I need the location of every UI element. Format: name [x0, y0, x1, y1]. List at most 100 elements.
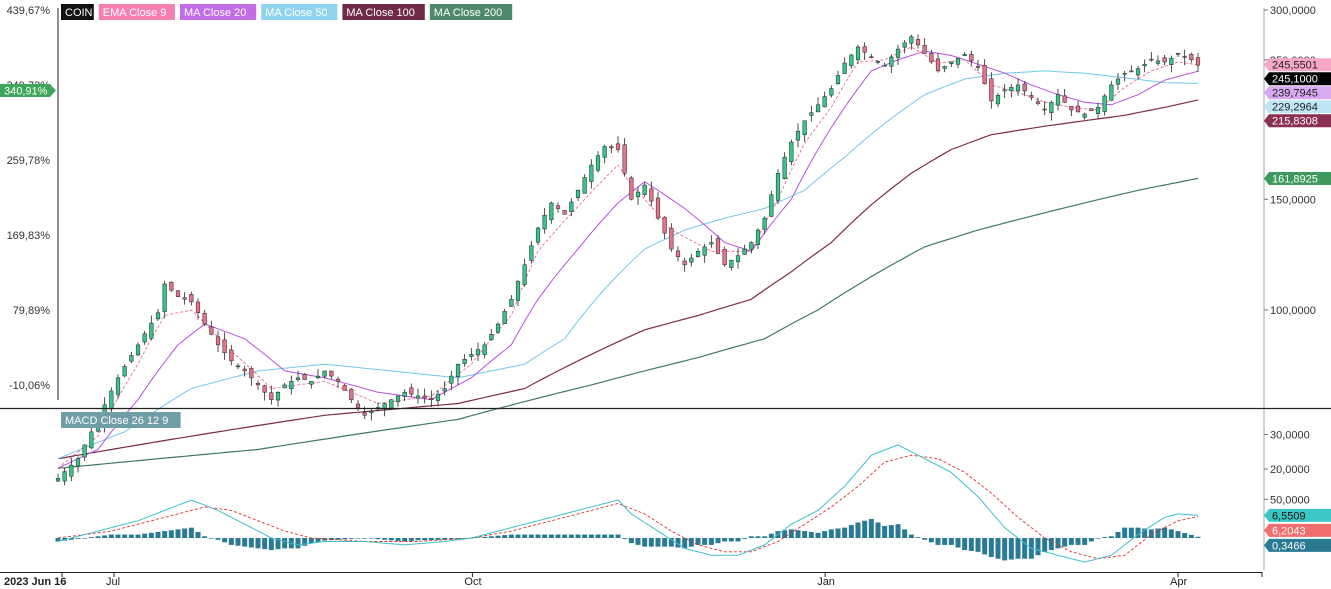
histogram-bar [575, 534, 581, 538]
candle-body-down [922, 45, 927, 54]
histogram-bar [642, 538, 648, 547]
candle-body-down [975, 65, 981, 68]
candle-body-down [935, 58, 941, 72]
candle-body-up [689, 257, 694, 263]
candle-body-down [649, 188, 654, 202]
histogram-bar [482, 536, 488, 538]
last-value-badge [1264, 508, 1331, 522]
candle [815, 97, 821, 113]
candle [835, 70, 841, 85]
candle-body-up [275, 391, 281, 401]
histogram-bar [548, 534, 554, 538]
histogram-bar [308, 538, 314, 544]
histogram-bar [1042, 538, 1048, 552]
candle [295, 370, 301, 382]
candle [115, 374, 121, 399]
last-value-label: 161,8925 [1264, 171, 1331, 185]
histogram-bar [862, 520, 868, 538]
candle [655, 192, 661, 221]
candle-body-down [355, 403, 361, 408]
candle [882, 62, 887, 67]
candlestick-series [55, 34, 1201, 486]
price-tick-label: 100,0000 [1270, 305, 1316, 317]
legend-item[interactable]: MA Close 50 [261, 4, 338, 20]
candle-body-up [529, 245, 534, 261]
candle [349, 388, 354, 404]
candle-body-down [349, 388, 354, 400]
candle-body-up [1122, 72, 1127, 75]
candle [1062, 89, 1067, 104]
candle [989, 72, 994, 109]
candle [929, 49, 934, 64]
candle-body-down [242, 368, 247, 372]
legend-item[interactable]: MA Close 100 [342, 4, 425, 20]
current-percent-marker: 340,91% [0, 84, 56, 98]
candle [462, 353, 467, 367]
candle [155, 308, 161, 321]
candle-body-down [915, 39, 921, 46]
candle [982, 59, 987, 85]
candle-body-up [522, 264, 527, 285]
candle-body-down [562, 210, 567, 215]
legend-item[interactable]: MA Close 20 [180, 4, 257, 20]
candle-body-up [1155, 60, 1161, 64]
current-percent-badge [0, 84, 56, 97]
candle [1089, 108, 1094, 111]
legend-item[interactable]: EMA Close 9 [98, 4, 175, 20]
histogram-bar [1128, 527, 1134, 538]
candle-body-up [769, 194, 774, 217]
candle [775, 169, 781, 205]
candle [695, 248, 701, 258]
candle [335, 376, 341, 388]
candle [1169, 55, 1174, 73]
candle-body-up [955, 57, 961, 65]
candle [1115, 73, 1121, 90]
percent-tick-label: -10,06% [9, 380, 50, 392]
ma100-line [57, 99, 1199, 460]
candle [629, 176, 634, 201]
candle [1162, 54, 1167, 66]
candle [402, 389, 407, 402]
histogram-bar [762, 536, 768, 538]
candle [689, 253, 694, 267]
candle-body-up [462, 358, 467, 364]
legend-item[interactable]: MA Close 200 [429, 4, 513, 20]
candle [842, 57, 847, 74]
candle [589, 159, 594, 189]
candle-body-up [795, 130, 801, 141]
candle [269, 385, 274, 405]
candle-body-down [229, 349, 234, 362]
candle [475, 342, 481, 361]
candle-body-down [1022, 83, 1027, 92]
candle-body-down [362, 412, 367, 416]
candle-body-down [269, 392, 274, 400]
macd-tick-label: 20,0000 [1270, 464, 1310, 476]
legend[interactable]: COIN EMA Close 9 MA Close 20 MA Close 50 MA … [61, 4, 513, 20]
histogram-bar [362, 538, 368, 539]
candle-body-up [475, 349, 481, 356]
histogram-bar [788, 529, 794, 538]
histogram-bar [395, 538, 401, 541]
histogram-bar [835, 528, 841, 538]
histogram-bar [1148, 529, 1154, 538]
candle-body-up [729, 259, 734, 268]
histogram-bar [748, 536, 754, 538]
candle-body-up [962, 54, 967, 56]
candle-body-down [682, 260, 687, 266]
candle-body-up [882, 65, 887, 67]
histogram-bar [895, 524, 901, 538]
candle-body-up [469, 354, 474, 357]
histogram-bar [295, 538, 301, 549]
histogram-bar [1115, 531, 1121, 538]
histogram-bar [335, 538, 341, 540]
candle-body-up [455, 363, 461, 378]
candle-body-up [749, 242, 754, 250]
candle-body-up [62, 471, 67, 482]
legend-item[interactable]: COIN [61, 4, 94, 20]
histogram-bar [962, 538, 968, 551]
histogram-bar [828, 529, 834, 538]
candle [862, 42, 867, 61]
histogram-bar [95, 536, 101, 538]
candle [809, 105, 814, 122]
